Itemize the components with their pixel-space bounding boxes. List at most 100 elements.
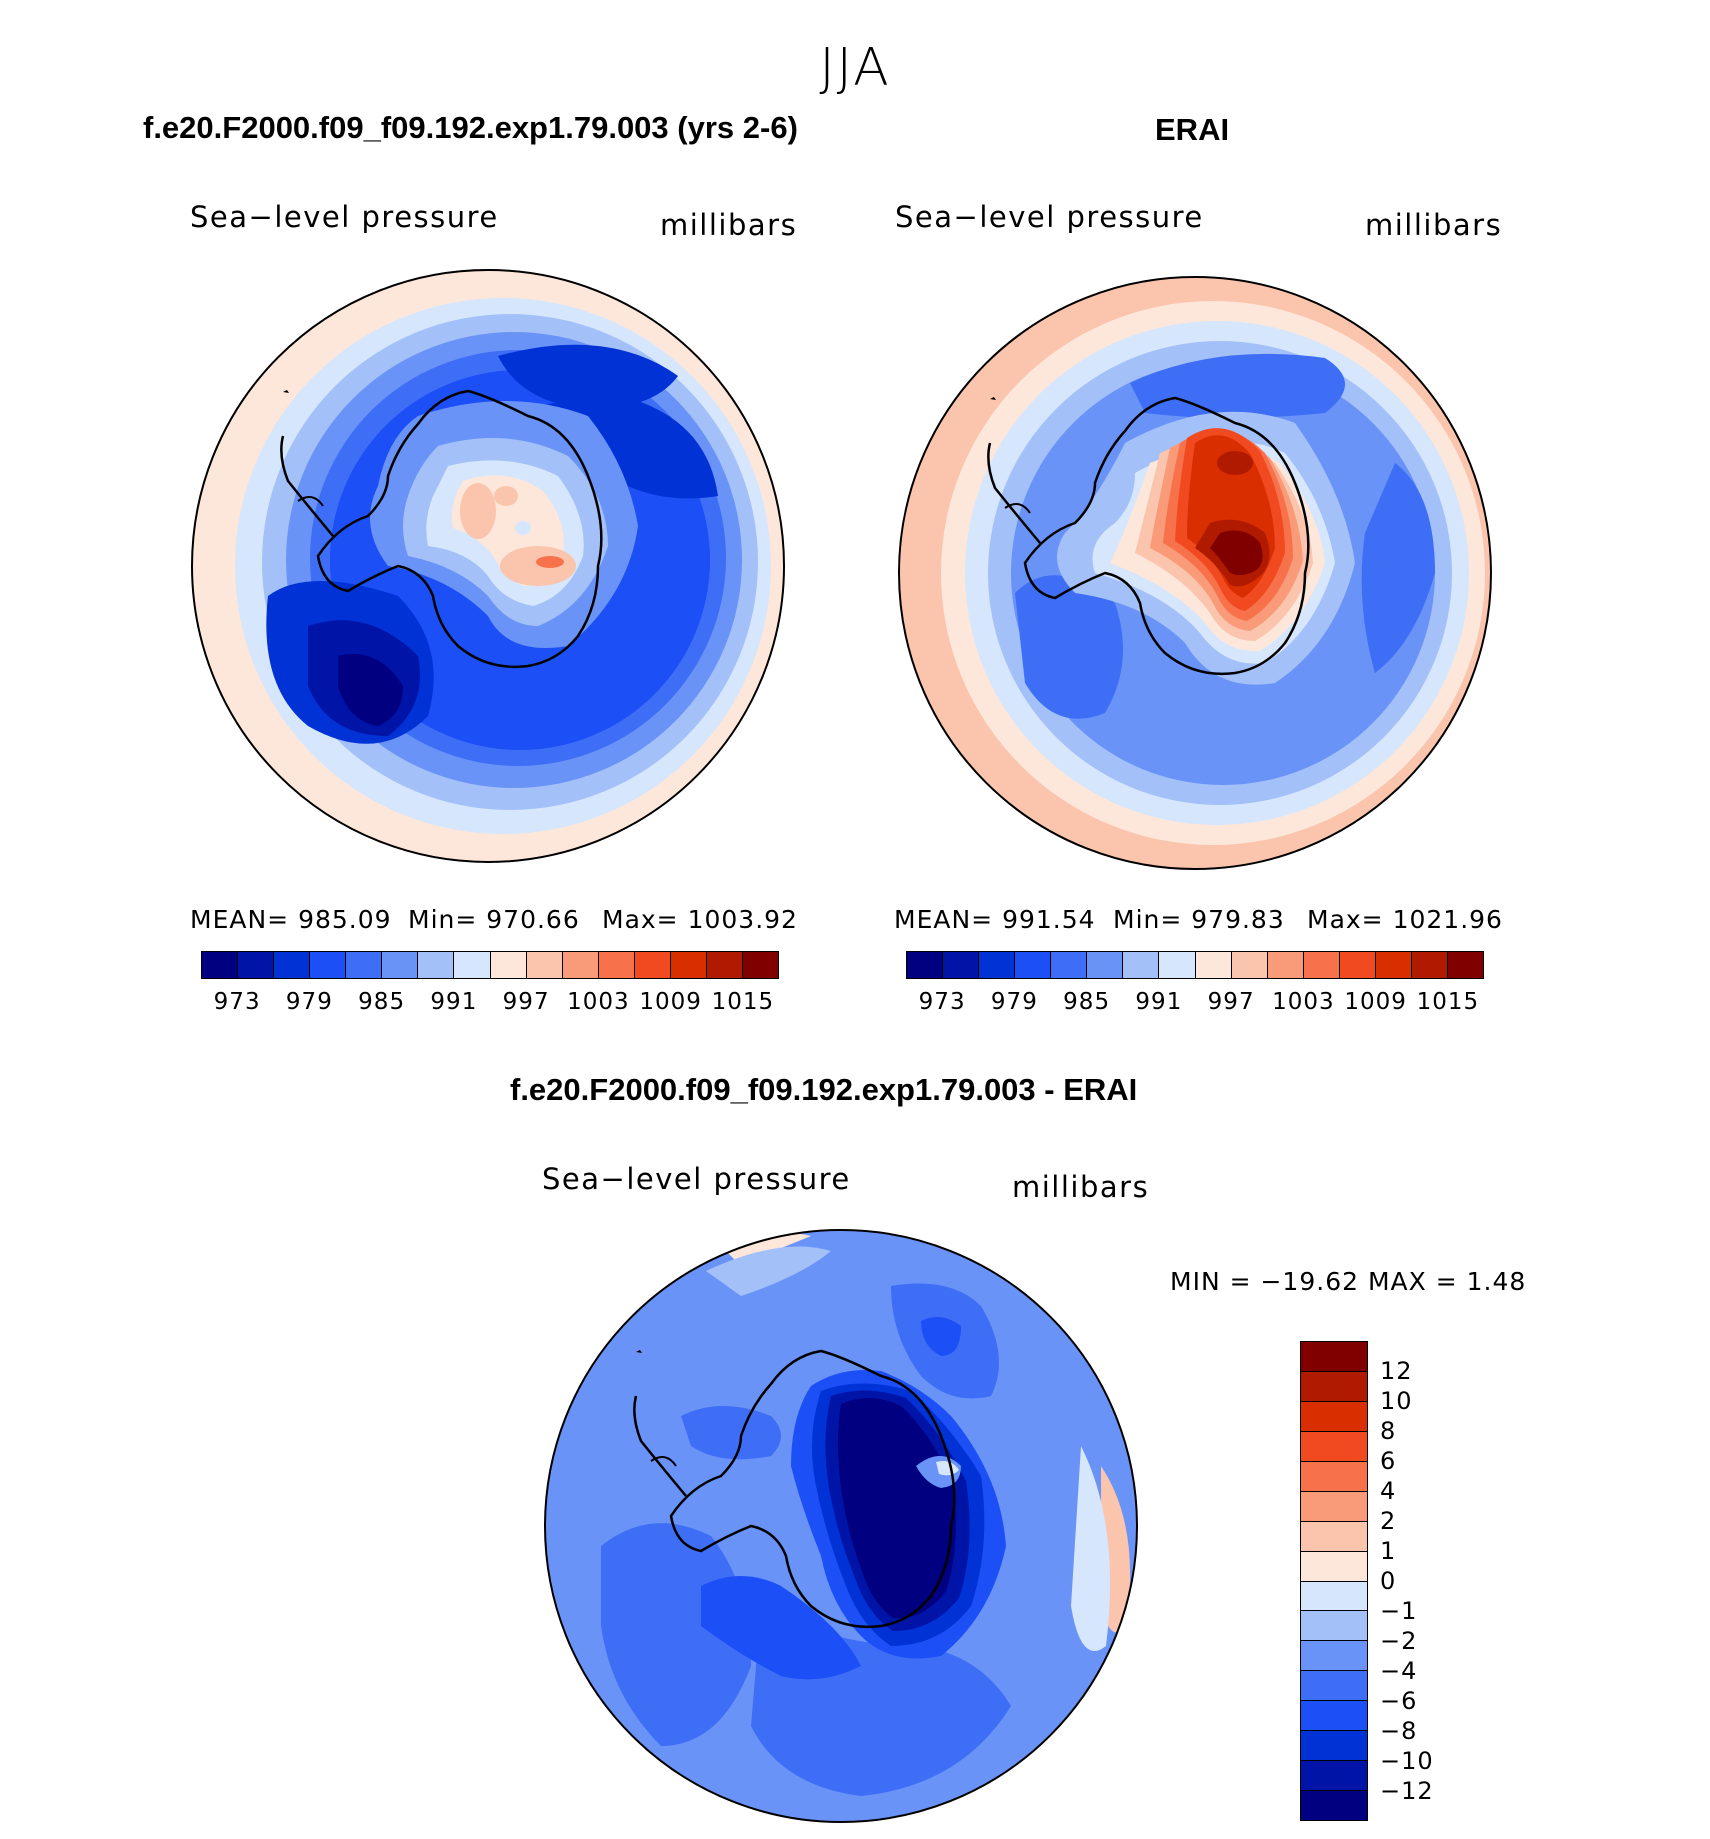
- panel2-colorbar: [906, 951, 1484, 979]
- panel3-colorbar: [1300, 1341, 1368, 1821]
- panel2-mean: MEAN= 991.54: [894, 905, 1096, 934]
- colorbar-swatch: [1195, 952, 1232, 978]
- colorbar-swatch: [1447, 952, 1483, 978]
- colorbar-swatch: [1301, 1640, 1367, 1671]
- colorbar-swatch: [907, 952, 944, 978]
- panel3-colorbar-ticks: −12 −10 −8 −6 −4 −2 −1 0 1 2 4 6 8 10 12: [1380, 1341, 1480, 1821]
- colorbar-swatch: [1301, 1580, 1367, 1611]
- colorbar-swatch: [1301, 1430, 1367, 1461]
- colorbar-tick-label: 1003: [1272, 989, 1335, 1015]
- colorbar-tick-label: −12: [1380, 1777, 1434, 1805]
- colorbar-swatch: [1087, 952, 1124, 978]
- colorbar-swatch: [1051, 952, 1088, 978]
- colorbar-tick-label: 985: [1063, 989, 1111, 1015]
- panel1-title: f.e20.F2000.f09_f09.192.exp1.79.003 (yrs…: [143, 110, 798, 145]
- colorbar-swatch: [1339, 952, 1376, 978]
- colorbar-swatch: [1231, 952, 1268, 978]
- colorbar-swatch: [238, 952, 275, 978]
- colorbar-swatch: [1267, 952, 1304, 978]
- colorbar-tick-label: 991: [1135, 989, 1183, 1015]
- colorbar-tick-label: 973: [213, 989, 261, 1015]
- panel2-colorbar-ticks: 973 979 985 991 997 1003 1009 1015: [906, 989, 1484, 1019]
- colorbar-swatch: [1301, 1490, 1367, 1521]
- colorbar-tick-label: 1009: [1344, 989, 1407, 1015]
- colorbar-swatch: [634, 952, 671, 978]
- panel3-units-label: millibars: [1012, 1170, 1150, 1204]
- panel2-variable-label: Sea−level pressure: [895, 200, 1204, 234]
- colorbar-tick-label: −1: [1380, 1597, 1418, 1625]
- panel1-colorbar: [201, 951, 779, 979]
- panel2-min: Min= 979.83: [1113, 905, 1285, 934]
- panel3-min-max: MIN = −19.62 MAX = 1.48: [1170, 1267, 1527, 1296]
- colorbar-swatch: [526, 952, 563, 978]
- colorbar-swatch: [454, 952, 491, 978]
- colorbar-swatch: [1301, 1400, 1367, 1431]
- colorbar-swatch: [943, 952, 980, 978]
- season-title: JJA: [819, 38, 891, 98]
- colorbar-tick-label: 979: [285, 989, 333, 1015]
- colorbar-tick-label: 0: [1380, 1567, 1397, 1595]
- colorbar-swatch: [346, 952, 383, 978]
- panel1-mean: MEAN= 985.09: [190, 905, 392, 934]
- colorbar-swatch: [1301, 1520, 1367, 1551]
- panel2-polar-map: [898, 276, 1492, 870]
- panel3-title: f.e20.F2000.f09_f09.192.exp1.79.003 - ER…: [510, 1072, 1138, 1107]
- colorbar-swatch: [1303, 952, 1340, 978]
- colorbar-tick-label: 1015: [1416, 989, 1480, 1015]
- colorbar-swatch: [1301, 1730, 1367, 1761]
- colorbar-swatch: [1301, 1790, 1367, 1820]
- colorbar-tick-label: 985: [358, 989, 406, 1015]
- colorbar-swatch: [1301, 1370, 1367, 1401]
- colorbar-swatch: [1301, 1760, 1367, 1791]
- colorbar-tick-label: −6: [1380, 1687, 1418, 1715]
- panel1-polar-map: [191, 269, 785, 863]
- colorbar-tick-label: 2: [1380, 1507, 1397, 1535]
- panel1-max: Max= 1003.92: [602, 905, 798, 934]
- colorbar-tick-label: −10: [1380, 1747, 1434, 1775]
- colorbar-tick-label: 979: [990, 989, 1038, 1015]
- colorbar-tick-label: −2: [1380, 1627, 1418, 1655]
- colorbar-swatch: [1375, 952, 1412, 978]
- colorbar-swatch: [310, 952, 347, 978]
- colorbar-swatch: [979, 952, 1016, 978]
- colorbar-swatch: [202, 952, 239, 978]
- panel3-polar-map: [544, 1229, 1138, 1823]
- colorbar-tick-label: 8: [1380, 1417, 1397, 1445]
- colorbar-swatch: [598, 952, 635, 978]
- colorbar-swatch: [1301, 1550, 1367, 1581]
- colorbar-swatch: [1301, 1460, 1367, 1491]
- colorbar-tick-label: −4: [1380, 1657, 1418, 1685]
- colorbar-swatch: [1015, 952, 1052, 978]
- panel1-colorbar-ticks: 973 979 985 991 997 1003 1009 1015: [201, 989, 779, 1019]
- colorbar-tick-label: 991: [430, 989, 478, 1015]
- colorbar-tick-label: −8: [1380, 1717, 1418, 1745]
- colorbar-tick-label: 1: [1380, 1537, 1397, 1565]
- colorbar-swatch: [418, 952, 455, 978]
- panel3-coastline: [669, 1349, 956, 1628]
- colorbar-tick-label: 973: [918, 989, 966, 1015]
- colorbar-swatch: [1411, 952, 1448, 978]
- panel1-units-label: millibars: [660, 208, 798, 242]
- colorbar-swatch: [706, 952, 743, 978]
- panel1-variable-label: Sea−level pressure: [190, 200, 499, 234]
- colorbar-swatch: [670, 952, 707, 978]
- colorbar-swatch: [1123, 952, 1160, 978]
- colorbar-swatch: [1301, 1670, 1367, 1701]
- colorbar-swatch: [274, 952, 311, 978]
- panel3-variable-label: Sea−level pressure: [542, 1162, 851, 1196]
- colorbar-swatch: [1301, 1700, 1367, 1731]
- panel2-max: Max= 1021.96: [1307, 905, 1503, 934]
- colorbar-tick-label: 4: [1380, 1477, 1397, 1505]
- colorbar-swatch: [1159, 952, 1196, 978]
- colorbar-swatch: [1301, 1610, 1367, 1641]
- panel2-units-label: millibars: [1365, 208, 1503, 242]
- colorbar-tick-label: 10: [1380, 1387, 1413, 1415]
- colorbar-tick-label: 1015: [711, 989, 775, 1015]
- colorbar-swatch: [1301, 1342, 1367, 1371]
- colorbar-tick-label: 1003: [567, 989, 630, 1015]
- panel2-coastline: [1023, 396, 1310, 675]
- colorbar-tick-label: 997: [502, 989, 550, 1015]
- panel1-coastline: [316, 389, 603, 668]
- colorbar-swatch: [742, 952, 778, 978]
- colorbar-swatch: [382, 952, 419, 978]
